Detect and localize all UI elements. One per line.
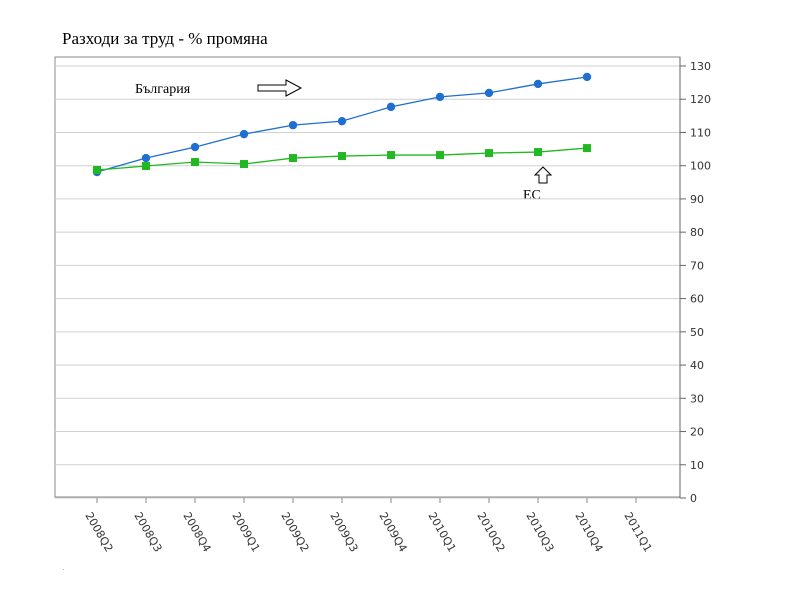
marker xyxy=(387,151,395,160)
x-tick-label: 2008Q3 xyxy=(131,510,164,554)
marker xyxy=(142,162,150,171)
x-tick-label: 2010Q3 xyxy=(523,510,556,554)
arrow xyxy=(257,79,303,97)
x-tick-label: 2009Q4 xyxy=(376,510,409,554)
y-tick-label: 10 xyxy=(690,459,704,472)
x-tick-label: 2009Q1 xyxy=(229,510,262,554)
marker xyxy=(534,148,542,157)
marker xyxy=(436,151,444,160)
x-tick-label: 2011Q1 xyxy=(621,510,654,554)
y-tick-label: 70 xyxy=(690,259,704,272)
x-tick-label: 2010Q2 xyxy=(474,510,507,554)
marker xyxy=(386,102,396,112)
marker xyxy=(582,72,592,82)
x-tick-label: 2010Q4 xyxy=(572,510,605,554)
y-tick-label: 130 xyxy=(690,60,711,73)
marker xyxy=(533,79,543,89)
annotation: ЕС xyxy=(523,188,541,203)
x-tick-label: 2009Q3 xyxy=(327,510,360,554)
marker xyxy=(435,92,445,102)
marker xyxy=(93,166,101,175)
marker xyxy=(337,116,347,126)
y-tick-label: 90 xyxy=(690,193,704,206)
marker xyxy=(191,158,199,167)
x-tick-label: 2010Q1 xyxy=(425,510,458,554)
marker xyxy=(190,142,200,152)
marker xyxy=(484,88,494,98)
x-tick-label: 2009Q2 xyxy=(278,510,311,554)
y-tick-label: 20 xyxy=(690,426,704,439)
y-tick-label: 30 xyxy=(690,392,704,405)
y-tick-label: 50 xyxy=(690,326,704,339)
y-tick-label: 0 xyxy=(690,492,697,505)
marker xyxy=(583,144,591,153)
axes: 0 10 20 30 40 50 60 70 80 90 100 110 120 130 2008Q2 200… xyxy=(55,57,711,554)
x-tick-label: 2008Q2 xyxy=(82,510,115,554)
arrow xyxy=(533,166,553,184)
plot-frame xyxy=(54,56,681,498)
marker xyxy=(240,160,248,169)
annotation: България xyxy=(135,82,191,97)
marker xyxy=(485,149,493,158)
y-tick-label: 60 xyxy=(690,293,704,306)
y-tick-label: 40 xyxy=(690,359,704,372)
y-tick-label: 110 xyxy=(690,126,711,139)
x-tick-label: 2008Q4 xyxy=(180,510,213,554)
marker xyxy=(288,120,298,130)
dot: . xyxy=(62,563,65,572)
chart-title: Разходи за труд - % промяна xyxy=(62,29,268,48)
marker xyxy=(338,152,346,161)
y-tick-label: 80 xyxy=(690,226,704,239)
marker xyxy=(141,153,151,163)
marker xyxy=(289,154,297,163)
marker xyxy=(239,129,249,139)
y-tick-label: 120 xyxy=(690,93,711,106)
y-tick-label: 100 xyxy=(690,160,711,173)
